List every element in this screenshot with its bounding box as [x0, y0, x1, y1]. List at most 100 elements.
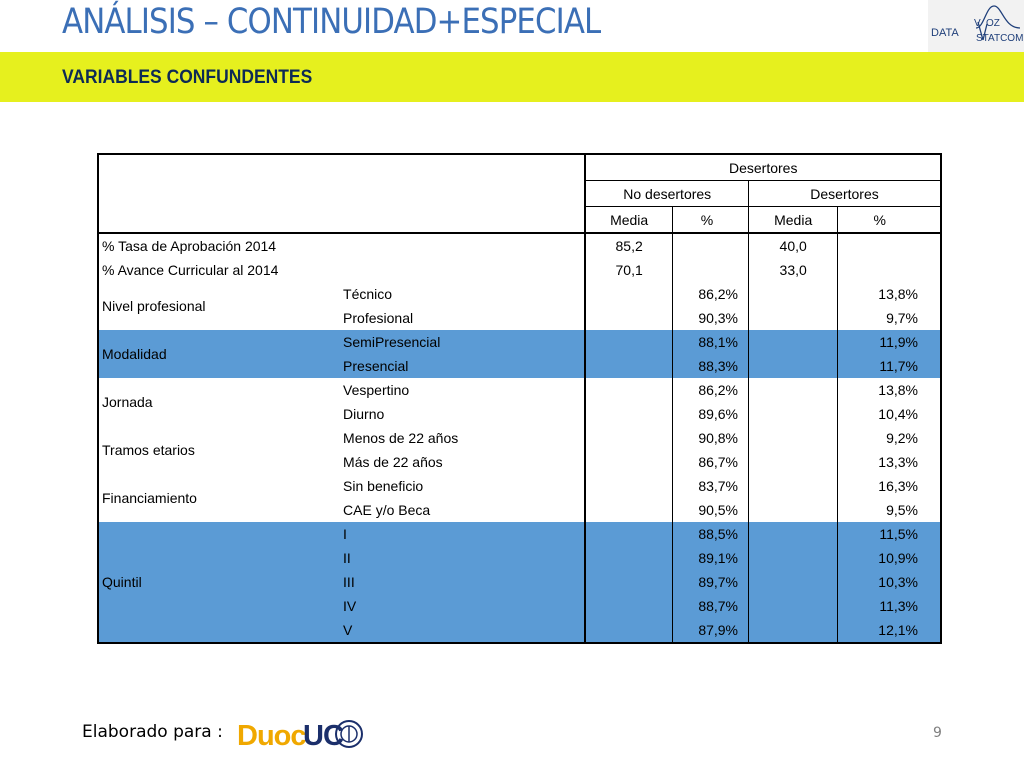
table-row: Profesional 90,3% 9,7%: [98, 306, 941, 330]
category-label: Técnico: [343, 286, 393, 302]
pct-no-desertores: 90,5%: [671, 498, 749, 522]
category-label: I: [340, 522, 586, 546]
group-label: Jornada: [102, 394, 153, 410]
footer-label: Elaborado para :: [82, 722, 223, 742]
media-no-desertores: [584, 570, 673, 594]
pct-desertores: 9,5%: [837, 498, 941, 522]
logo-text-oz: OZ: [986, 18, 1000, 29]
table-row: % Tasa de Aprobación 2014 85,2 40,0: [98, 233, 941, 258]
pct-no-desertores: 88,7%: [671, 594, 749, 618]
row-label: % Avance Curricular al 2014: [102, 262, 279, 278]
pct-no-desertores: 88,1%: [671, 330, 749, 354]
confounding-variables-table: Desertores No desertores Desertores Media% M…: [97, 153, 942, 644]
category-label: Diurno: [343, 406, 385, 422]
media-desertores: [748, 522, 838, 546]
pct-no-desertores: 89,6%: [671, 402, 749, 426]
media-no-desertores: [584, 618, 673, 643]
media-desertores: 33,0: [748, 258, 838, 282]
category-label: Vespertino: [343, 382, 410, 398]
logo-text-v: V: [974, 18, 981, 29]
table-row: Presencial 88,3% 11,7%: [98, 354, 941, 378]
media-desertores: [748, 402, 838, 426]
header-row-cols: Media% Media%: [98, 206, 941, 234]
pct-desertores: 9,2%: [837, 426, 941, 450]
media-no-desertores: [584, 450, 673, 474]
media-no-desertores: [584, 282, 673, 306]
table-row: Diurno 89,6% 10,4%: [98, 402, 941, 426]
category-label: SemiPresencial: [340, 330, 586, 354]
table-row: Tramos etarios Menos de 22 años 90,8% 9,2%: [98, 426, 941, 458]
media-desertores: [748, 330, 838, 354]
pct-no-desertores: 86,2%: [671, 282, 749, 306]
pct-no-desertores: 87,9%: [671, 618, 749, 643]
duocuc-logo: Duoc UC: [233, 709, 365, 757]
media-desertores: [748, 546, 838, 570]
media-desertores: [748, 306, 838, 330]
pct-no-desertores: 86,2%: [671, 378, 749, 402]
svg-text:UC: UC: [303, 720, 344, 752]
pct-no-desertores: 83,7%: [671, 474, 749, 498]
media-desertores: [748, 618, 838, 643]
table-row: CAE y/o Beca 90,5% 9,5%: [98, 498, 941, 522]
media-desertores: 40,0: [748, 233, 838, 258]
media-desertores: [748, 450, 838, 474]
media-no-desertores: [584, 474, 673, 498]
pct-desertores: [837, 258, 941, 282]
category-label: IV: [340, 594, 586, 618]
media-no-desertores: [584, 498, 673, 522]
table-row: IV 88,7% 11,3%: [98, 594, 941, 618]
pct-desertores: 16,3%: [837, 474, 941, 498]
media-desertores: [748, 570, 838, 594]
media-desertores: [748, 426, 838, 450]
group-label: Tramos etarios: [102, 442, 195, 458]
header-desertores: Desertores: [748, 180, 941, 207]
media-desertores: [748, 354, 838, 378]
media-desertores: [748, 474, 838, 498]
pct-no-desertores: 89,1%: [671, 546, 749, 570]
pct-no-desertores: [671, 258, 749, 282]
header-no-desertores: No desertores: [584, 180, 749, 207]
pct-desertores: 10,4%: [837, 402, 941, 426]
pct-desertores: 12,1%: [837, 618, 941, 643]
media-no-desertores: 85,2: [584, 233, 673, 258]
header-media-no: Media: [584, 206, 673, 234]
table-row: Financiamiento Sin beneficio 83,7% 16,3%: [98, 474, 941, 506]
media-no-desertores: [584, 426, 673, 450]
pct-no-desertores: 88,3%: [671, 354, 749, 378]
pct-desertores: 11,7%: [837, 354, 941, 378]
media-no-desertores: [584, 330, 673, 354]
pct-desertores: 13,8%: [837, 378, 941, 402]
slide-title: ANÁLISIS – CONTINUIDAD+ESPECIAL: [62, 2, 601, 42]
media-no-desertores: [584, 378, 673, 402]
pct-no-desertores: 89,7%: [671, 570, 749, 594]
category-label: Más de 22 años: [343, 454, 443, 470]
pct-desertores: 11,9%: [837, 330, 941, 354]
group-label: Financiamiento: [102, 490, 197, 506]
datavoz-statcom-logo: DATA V OZ STATCOM: [928, 0, 1024, 52]
row-label: % Tasa de Aprobación 2014: [102, 238, 277, 254]
media-no-desertores: [584, 306, 673, 330]
pct-desertores: 9,7%: [837, 306, 941, 330]
media-no-desertores: [584, 546, 673, 570]
media-no-desertores: 70,1: [584, 258, 673, 282]
media-desertores: [748, 378, 838, 402]
header-pct-no: %: [671, 206, 749, 234]
media-no-desertores: [584, 402, 673, 426]
logo-text-statcom: STATCOM: [976, 33, 1023, 44]
media-no-desertores: [584, 522, 673, 546]
pct-no-desertores: 90,8%: [671, 426, 749, 450]
logo-text-data: DATA: [931, 27, 959, 39]
table-row: III 89,7% 10,3%: [98, 570, 941, 594]
media-no-desertores: [584, 354, 673, 378]
header-band: [0, 52, 1024, 102]
media-desertores: [748, 498, 838, 522]
header-row-sub: No desertores Desertores: [98, 180, 941, 207]
pct-desertores: 13,8%: [837, 282, 941, 306]
pct-desertores: 13,3%: [837, 450, 941, 474]
pct-desertores: 10,3%: [837, 570, 941, 594]
pct-no-desertores: 90,3%: [671, 306, 749, 330]
header-blank-cell: [98, 154, 586, 234]
header-group-desertores: Desertores: [584, 154, 941, 181]
media-no-desertores: [584, 594, 673, 618]
header-media-si: Media: [748, 206, 838, 234]
